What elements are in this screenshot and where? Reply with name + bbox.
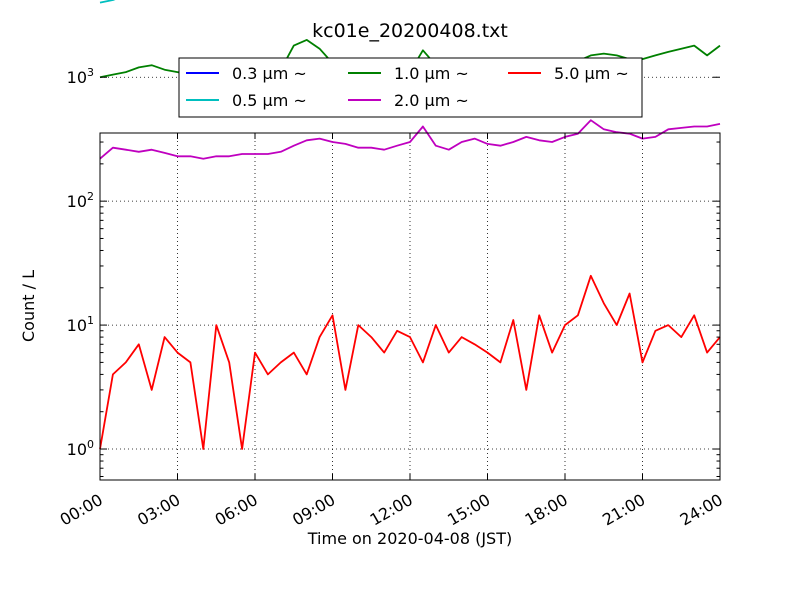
- legend-frame: [178, 57, 643, 118]
- y-tick-exponent: 1: [87, 314, 94, 327]
- x-tick-label: 18:00: [522, 490, 571, 530]
- y-axis-label: Count / L: [19, 270, 38, 342]
- series-line-4: [99, 274, 721, 450]
- y-tick-exponent: 2: [87, 190, 94, 203]
- series-line-1: [99, 0, 116, 4]
- x-tick-label: 12:00: [367, 490, 416, 530]
- x-tick-label: 21:00: [599, 490, 648, 530]
- legend-label: 0.3 μm ~: [232, 64, 307, 83]
- legend-label: 0.5 μm ~: [232, 91, 307, 110]
- x-tick-label: 03:00: [134, 490, 183, 530]
- legend-label: 2.0 μm ~: [394, 91, 469, 110]
- x-tick-label: 09:00: [289, 490, 338, 530]
- series-line-3: [99, 119, 721, 160]
- y-tick-base: 10: [67, 192, 87, 211]
- y-tick-base: 10: [67, 440, 87, 459]
- legend-label: 1.0 μm ~: [394, 64, 469, 83]
- x-tick-label: 24:00: [677, 490, 726, 530]
- y-tick-base: 10: [67, 68, 87, 87]
- y-tick-label: 102: [67, 190, 94, 211]
- y-tick-label: 101: [67, 314, 94, 335]
- x-tick-label: 15:00: [444, 490, 493, 530]
- y-tick-exponent: 0: [87, 438, 94, 451]
- x-tick-label: 00:00: [57, 490, 106, 530]
- y-tick-exponent: 3: [87, 66, 94, 79]
- x-axis-label: Time on 2020-04-08 (JST): [307, 529, 512, 548]
- chart-title: kc01e_20200408.txt: [312, 20, 508, 42]
- legend-label: 5.0 μm ~: [554, 64, 629, 83]
- y-tick-base: 10: [67, 316, 87, 335]
- y-tick-label: 100: [67, 438, 94, 459]
- x-tick-label: 06:00: [212, 490, 261, 530]
- y-tick-label: 103: [67, 66, 94, 87]
- y-axis: 100101102103104105: [67, 66, 720, 478]
- x-axis: 00:00 03:00 06:00 09:00 12:00 15:00 18:00 21:00…: [57, 133, 726, 530]
- legend: 0.3 μm ~ 0.5 μm ~ 1.0 μm ~ 2.0 μm ~ 5.0 μm ~: [178, 57, 643, 118]
